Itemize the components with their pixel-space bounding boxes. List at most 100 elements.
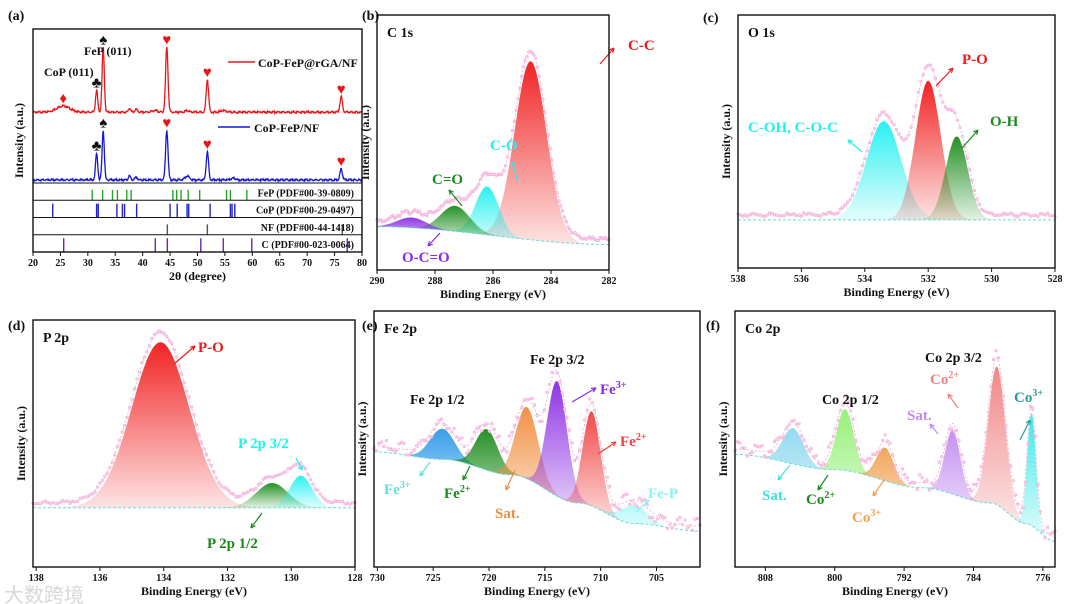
y-axis-label: Intensity (a.u.) — [355, 401, 369, 476]
raw-data-point — [895, 472, 900, 476]
raw-data-point — [1038, 509, 1042, 514]
raw-data-point — [605, 475, 609, 480]
raw-data-point — [552, 363, 557, 368]
raw-data-point — [219, 484, 223, 488]
x-tick-label: 725 — [426, 573, 441, 584]
raw-data-point — [377, 441, 381, 446]
peak-label-text: P 2p 3/2 — [238, 436, 289, 452]
arrow-head — [973, 129, 979, 135]
raw-data-point — [899, 136, 904, 140]
peak-label-superscript: 2+ — [824, 490, 835, 501]
raw-data-point — [150, 336, 154, 341]
peak-label: C-C — [628, 38, 655, 54]
raw-data-point — [113, 453, 117, 457]
peak-label-superscript: 2+ — [636, 432, 647, 443]
raw-data-point — [603, 466, 607, 470]
raw-data-point — [670, 526, 675, 530]
raw-data-point — [291, 464, 295, 468]
peak-label: O-C=O — [402, 250, 450, 266]
raw-data-point — [772, 439, 777, 444]
raw-data-point — [543, 110, 547, 115]
raw-data-point — [1011, 479, 1015, 483]
raw-data-point — [509, 138, 513, 143]
raw-data-point — [435, 422, 439, 426]
raw-data-point — [475, 185, 479, 190]
raw-data-point — [244, 491, 248, 495]
x-tick-label: 75 — [330, 258, 340, 269]
raw-data-point — [875, 117, 879, 122]
peak-label: Fe2+ — [620, 432, 647, 450]
annotation-arrow — [961, 129, 979, 149]
raw-data-point — [979, 464, 983, 469]
peak-label-text: C-O — [490, 138, 518, 154]
raw-data-point — [889, 120, 894, 124]
raw-data-point — [514, 108, 518, 113]
raw-data-point — [591, 235, 595, 239]
peak-label-text: Sat. — [907, 408, 932, 424]
peak-label-text: Co — [930, 372, 948, 388]
raw-data-point — [68, 501, 72, 506]
raw-data-point — [1045, 525, 1050, 529]
fitted-peak — [735, 366, 1055, 542]
raw-data-point — [977, 478, 981, 482]
x-tick-label: 720 — [481, 573, 496, 584]
raw-data-point — [38, 502, 43, 506]
raw-data-point — [540, 419, 544, 423]
raw-data-point — [535, 414, 539, 418]
raw-data-point — [663, 516, 667, 520]
spectrum-title: Fe 2p — [384, 322, 417, 337]
raw-data-point — [967, 487, 971, 492]
raw-data-point — [598, 440, 602, 445]
raw-data-point — [1031, 407, 1035, 411]
raw-data-point — [799, 214, 804, 218]
raw-data-point — [590, 401, 594, 405]
raw-data-point — [500, 449, 504, 453]
raw-data-point — [224, 486, 228, 490]
fitted-peak — [33, 475, 355, 508]
raw-data-point — [464, 197, 468, 201]
raw-data-point — [765, 213, 769, 217]
raw-data-point — [695, 516, 700, 521]
raw-data-point — [638, 496, 642, 500]
raw-data-point — [870, 132, 874, 136]
raw-data-point — [922, 480, 927, 484]
plot-frame — [737, 14, 1056, 269]
raw-data-point — [425, 439, 429, 443]
raw-data-point — [738, 213, 743, 217]
raw-data-point — [989, 384, 993, 389]
raw-data-point — [653, 520, 657, 524]
raw-data-point — [897, 132, 901, 136]
raw-data-point — [425, 214, 429, 218]
x-tick-label: 282 — [602, 276, 617, 287]
raw-data-point — [560, 390, 564, 395]
raw-data-point — [271, 475, 275, 479]
raw-data-point — [207, 458, 211, 462]
raw-data-point — [853, 187, 857, 191]
raw-data-point — [559, 204, 563, 208]
raw-data-point — [450, 430, 454, 434]
raw-data-point — [505, 155, 509, 159]
raw-data-point — [568, 227, 572, 232]
annotation-arrow — [173, 345, 196, 365]
annotation-arrow — [1019, 419, 1031, 441]
raw-data-point — [743, 213, 747, 217]
peak-label-text: Sat. — [495, 506, 520, 522]
x-tick-label: 60 — [247, 258, 257, 269]
raw-data-point — [953, 111, 957, 115]
raw-data-point — [430, 434, 434, 439]
raw-data-point — [480, 174, 484, 178]
raw-data-point — [593, 408, 597, 412]
raw-data-point — [442, 423, 446, 427]
arrow-head — [872, 490, 878, 497]
raw-data-point — [1041, 529, 1045, 533]
raw-data-point — [785, 426, 789, 430]
raw-data-point — [478, 177, 483, 182]
peak-label: Sat. — [495, 506, 520, 522]
raw-data-point — [545, 390, 549, 394]
raw-data-point — [137, 370, 142, 374]
peak-label-text: P-O — [962, 52, 988, 68]
raw-data-point — [917, 473, 922, 477]
raw-data-point — [782, 214, 786, 218]
raw-data-point — [743, 446, 747, 450]
raw-data-point — [122, 423, 127, 428]
